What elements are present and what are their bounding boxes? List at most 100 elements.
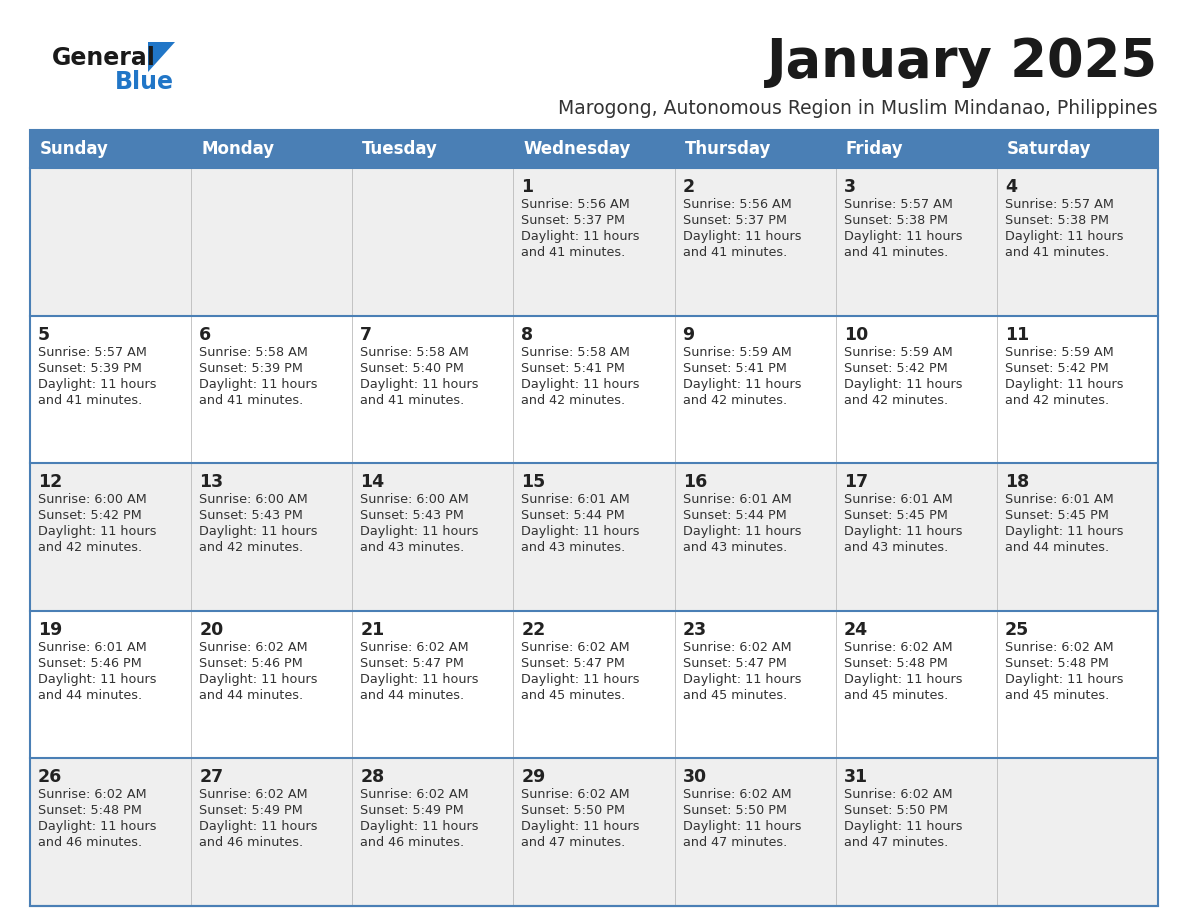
Text: Tuesday: Tuesday bbox=[362, 140, 438, 158]
Text: 12: 12 bbox=[38, 473, 62, 491]
Text: Sunset: 5:48 PM: Sunset: 5:48 PM bbox=[1005, 656, 1108, 670]
Text: Daylight: 11 hours: Daylight: 11 hours bbox=[1005, 525, 1124, 538]
Text: Friday: Friday bbox=[846, 140, 903, 158]
Text: Sunrise: 5:56 AM: Sunrise: 5:56 AM bbox=[522, 198, 630, 211]
Text: 3: 3 bbox=[843, 178, 855, 196]
Text: 24: 24 bbox=[843, 621, 868, 639]
Text: Sunrise: 5:58 AM: Sunrise: 5:58 AM bbox=[200, 345, 308, 359]
Text: 29: 29 bbox=[522, 768, 545, 787]
Text: Daylight: 11 hours: Daylight: 11 hours bbox=[38, 821, 157, 834]
Text: and 46 minutes.: and 46 minutes. bbox=[200, 836, 303, 849]
Text: Wednesday: Wednesday bbox=[524, 140, 631, 158]
Text: Daylight: 11 hours: Daylight: 11 hours bbox=[38, 525, 157, 538]
Text: Sunrise: 6:02 AM: Sunrise: 6:02 AM bbox=[522, 641, 630, 654]
Text: Sunrise: 6:02 AM: Sunrise: 6:02 AM bbox=[200, 789, 308, 801]
Text: Sunrise: 5:57 AM: Sunrise: 5:57 AM bbox=[843, 198, 953, 211]
Text: Daylight: 11 hours: Daylight: 11 hours bbox=[843, 377, 962, 390]
Text: Blue: Blue bbox=[115, 70, 173, 94]
Text: and 43 minutes.: and 43 minutes. bbox=[843, 542, 948, 554]
Text: 16: 16 bbox=[683, 473, 707, 491]
Text: 19: 19 bbox=[38, 621, 62, 639]
Text: 13: 13 bbox=[200, 473, 223, 491]
Text: Daylight: 11 hours: Daylight: 11 hours bbox=[1005, 230, 1124, 243]
Text: Sunset: 5:46 PM: Sunset: 5:46 PM bbox=[38, 656, 141, 670]
Text: Daylight: 11 hours: Daylight: 11 hours bbox=[360, 673, 479, 686]
Text: 9: 9 bbox=[683, 326, 695, 343]
Text: Daylight: 11 hours: Daylight: 11 hours bbox=[683, 377, 801, 390]
Text: and 46 minutes.: and 46 minutes. bbox=[38, 836, 143, 849]
Text: Sunrise: 6:02 AM: Sunrise: 6:02 AM bbox=[843, 789, 953, 801]
Text: 7: 7 bbox=[360, 326, 372, 343]
Text: Daylight: 11 hours: Daylight: 11 hours bbox=[522, 525, 640, 538]
Text: Sunset: 5:43 PM: Sunset: 5:43 PM bbox=[360, 509, 465, 522]
Text: and 41 minutes.: and 41 minutes. bbox=[38, 394, 143, 407]
Text: Daylight: 11 hours: Daylight: 11 hours bbox=[360, 525, 479, 538]
Text: Saturday: Saturday bbox=[1007, 140, 1092, 158]
Text: and 41 minutes.: and 41 minutes. bbox=[843, 246, 948, 259]
Text: Sunrise: 5:57 AM: Sunrise: 5:57 AM bbox=[38, 345, 147, 359]
Text: Sunset: 5:45 PM: Sunset: 5:45 PM bbox=[1005, 509, 1108, 522]
Text: and 43 minutes.: and 43 minutes. bbox=[522, 542, 626, 554]
Text: Thursday: Thursday bbox=[684, 140, 771, 158]
Text: 31: 31 bbox=[843, 768, 868, 787]
Text: and 47 minutes.: and 47 minutes. bbox=[843, 836, 948, 849]
Text: and 42 minutes.: and 42 minutes. bbox=[683, 394, 786, 407]
Text: Monday: Monday bbox=[201, 140, 274, 158]
Text: Daylight: 11 hours: Daylight: 11 hours bbox=[843, 230, 962, 243]
Text: and 45 minutes.: and 45 minutes. bbox=[1005, 688, 1110, 701]
Text: Daylight: 11 hours: Daylight: 11 hours bbox=[360, 821, 479, 834]
Text: Sunset: 5:48 PM: Sunset: 5:48 PM bbox=[38, 804, 141, 817]
Text: and 42 minutes.: and 42 minutes. bbox=[522, 394, 626, 407]
Text: January 2025: January 2025 bbox=[767, 36, 1158, 88]
Text: and 46 minutes.: and 46 minutes. bbox=[360, 836, 465, 849]
Text: and 42 minutes.: and 42 minutes. bbox=[200, 542, 303, 554]
Text: Daylight: 11 hours: Daylight: 11 hours bbox=[38, 673, 157, 686]
Bar bbox=[30, 130, 1158, 168]
Text: General: General bbox=[52, 46, 156, 70]
Text: Sunset: 5:46 PM: Sunset: 5:46 PM bbox=[200, 656, 303, 670]
Text: Sunset: 5:47 PM: Sunset: 5:47 PM bbox=[683, 656, 786, 670]
Text: 20: 20 bbox=[200, 621, 223, 639]
Text: Daylight: 11 hours: Daylight: 11 hours bbox=[200, 673, 317, 686]
Polygon shape bbox=[148, 42, 175, 72]
Text: Sunrise: 6:02 AM: Sunrise: 6:02 AM bbox=[683, 641, 791, 654]
Text: 23: 23 bbox=[683, 621, 707, 639]
Text: and 45 minutes.: and 45 minutes. bbox=[683, 688, 786, 701]
Text: Sunrise: 6:01 AM: Sunrise: 6:01 AM bbox=[38, 641, 147, 654]
Text: Daylight: 11 hours: Daylight: 11 hours bbox=[360, 377, 479, 390]
Text: 30: 30 bbox=[683, 768, 707, 787]
Text: 4: 4 bbox=[1005, 178, 1017, 196]
Text: 6: 6 bbox=[200, 326, 211, 343]
Text: Sunrise: 6:01 AM: Sunrise: 6:01 AM bbox=[522, 493, 630, 506]
Text: and 42 minutes.: and 42 minutes. bbox=[1005, 394, 1108, 407]
Text: Sunset: 5:50 PM: Sunset: 5:50 PM bbox=[522, 804, 625, 817]
Text: Sunset: 5:45 PM: Sunset: 5:45 PM bbox=[843, 509, 948, 522]
Text: Daylight: 11 hours: Daylight: 11 hours bbox=[843, 673, 962, 686]
Text: Daylight: 11 hours: Daylight: 11 hours bbox=[522, 673, 640, 686]
Text: Sunset: 5:43 PM: Sunset: 5:43 PM bbox=[200, 509, 303, 522]
Text: Sunset: 5:41 PM: Sunset: 5:41 PM bbox=[522, 362, 625, 375]
Text: Sunrise: 6:02 AM: Sunrise: 6:02 AM bbox=[1005, 641, 1113, 654]
Text: Daylight: 11 hours: Daylight: 11 hours bbox=[522, 230, 640, 243]
Text: Sunset: 5:38 PM: Sunset: 5:38 PM bbox=[843, 214, 948, 227]
Text: Sunset: 5:47 PM: Sunset: 5:47 PM bbox=[522, 656, 625, 670]
Text: Sunrise: 6:00 AM: Sunrise: 6:00 AM bbox=[38, 493, 147, 506]
Text: Sunrise: 6:01 AM: Sunrise: 6:01 AM bbox=[683, 493, 791, 506]
Text: 14: 14 bbox=[360, 473, 385, 491]
Text: Sunset: 5:40 PM: Sunset: 5:40 PM bbox=[360, 362, 465, 375]
Text: Sunrise: 5:59 AM: Sunrise: 5:59 AM bbox=[843, 345, 953, 359]
Text: Sunset: 5:50 PM: Sunset: 5:50 PM bbox=[843, 804, 948, 817]
Text: and 44 minutes.: and 44 minutes. bbox=[1005, 542, 1108, 554]
Text: 28: 28 bbox=[360, 768, 385, 787]
Text: 22: 22 bbox=[522, 621, 545, 639]
Text: and 44 minutes.: and 44 minutes. bbox=[38, 688, 143, 701]
Bar bbox=[30, 130, 1158, 906]
Text: Daylight: 11 hours: Daylight: 11 hours bbox=[843, 525, 962, 538]
Text: Sunrise: 6:00 AM: Sunrise: 6:00 AM bbox=[200, 493, 308, 506]
Text: Sunset: 5:41 PM: Sunset: 5:41 PM bbox=[683, 362, 786, 375]
Text: Sunrise: 6:01 AM: Sunrise: 6:01 AM bbox=[1005, 493, 1113, 506]
Text: Daylight: 11 hours: Daylight: 11 hours bbox=[200, 821, 317, 834]
Text: Sunset: 5:44 PM: Sunset: 5:44 PM bbox=[522, 509, 625, 522]
Text: and 41 minutes.: and 41 minutes. bbox=[522, 246, 626, 259]
Text: and 41 minutes.: and 41 minutes. bbox=[200, 394, 303, 407]
